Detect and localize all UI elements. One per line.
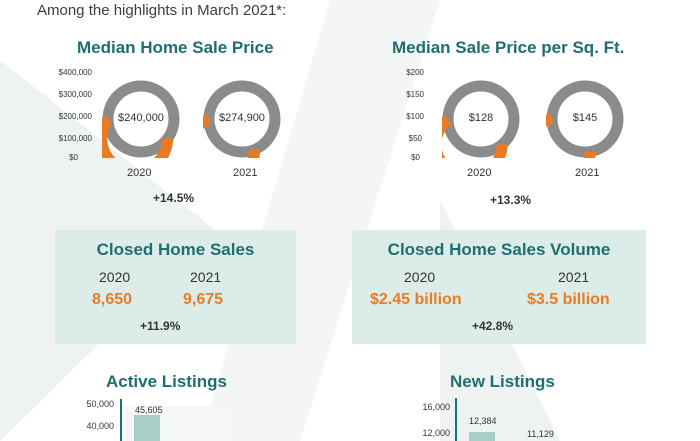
axis-label: $100	[406, 112, 424, 121]
year-label-2020: 2020	[467, 167, 492, 179]
change-percent: +13.3%	[490, 193, 532, 207]
tick-label: 16,000	[422, 402, 450, 412]
year-label-2020: 2020	[99, 269, 131, 285]
donut-2020-sqft	[442, 80, 520, 158]
donut-value-2021: $145	[572, 112, 598, 124]
change-percent: +42.8%	[472, 319, 514, 333]
year-label-2020: 2020	[127, 167, 152, 179]
year-label-2021: 2021	[190, 269, 222, 285]
tick-label: 40,000	[86, 421, 114, 431]
closed-volume-title: Closed Home Sales Volume	[387, 240, 611, 259]
axis-label: $0	[411, 153, 420, 162]
axis-label: $50	[408, 134, 422, 143]
axis-label: $150	[406, 90, 424, 99]
axis-label: $300,000	[58, 90, 92, 99]
active-listings-bar	[134, 414, 160, 441]
year-label-2021: 2021	[575, 167, 600, 179]
closed-volume-2021: $3.5 billion	[527, 291, 610, 308]
bar-data-label: 12,384	[469, 416, 497, 426]
bar-data-label: 11,129	[527, 429, 554, 439]
bar-data-label: 45,605	[135, 405, 163, 415]
donut-value-2020: $128	[468, 112, 494, 124]
year-label-2021: 2021	[558, 269, 590, 285]
price-sqft-title: Median Sale Price per Sq. Ft.	[392, 38, 625, 57]
closed-volume-box: Closed Home Sales Volume 2020 2021 $2.45…	[352, 230, 646, 344]
new-listings-bar	[469, 431, 495, 441]
axis-label: $100,000	[58, 134, 92, 143]
donut-2020-price	[102, 80, 180, 158]
y-axis-line	[455, 398, 457, 441]
tick-label: 12,000	[422, 428, 450, 438]
axis-label: $200	[406, 68, 424, 77]
new-listings-title: New Listings	[450, 372, 555, 391]
active-listings-title: Active Listings	[106, 372, 227, 391]
median-price-title: Median Home Sale Price	[77, 38, 274, 57]
year-label-2021: 2021	[233, 167, 258, 179]
donut-value-2020: $240,000	[118, 112, 164, 124]
tick-label: 50,000	[86, 399, 114, 409]
donut-2021-sqft	[546, 80, 624, 158]
closed-sales-2021: 9,675	[183, 291, 224, 308]
axis-label: $200,000	[58, 112, 92, 121]
donut-2021-price	[203, 80, 281, 158]
closed-sales-2020: 8,650	[92, 291, 133, 308]
axis-label: $400,000	[58, 68, 92, 77]
donut-value-2021: $274,900	[219, 112, 265, 124]
change-percent: +11.9%	[140, 319, 181, 333]
closed-volume-2020: $2.45 billion	[370, 291, 462, 308]
change-percent: +14.5%	[153, 191, 195, 205]
closed-sales-box: Closed Home Sales 2020 2021 8,650 9,675 …	[55, 230, 296, 344]
axis-label: $0	[69, 153, 78, 162]
intro-text: Among the highlights in March 2021*:	[37, 2, 287, 19]
y-axis-line	[120, 399, 122, 441]
year-label-2020: 2020	[404, 269, 436, 285]
closed-sales-title: Closed Home Sales	[96, 240, 255, 259]
